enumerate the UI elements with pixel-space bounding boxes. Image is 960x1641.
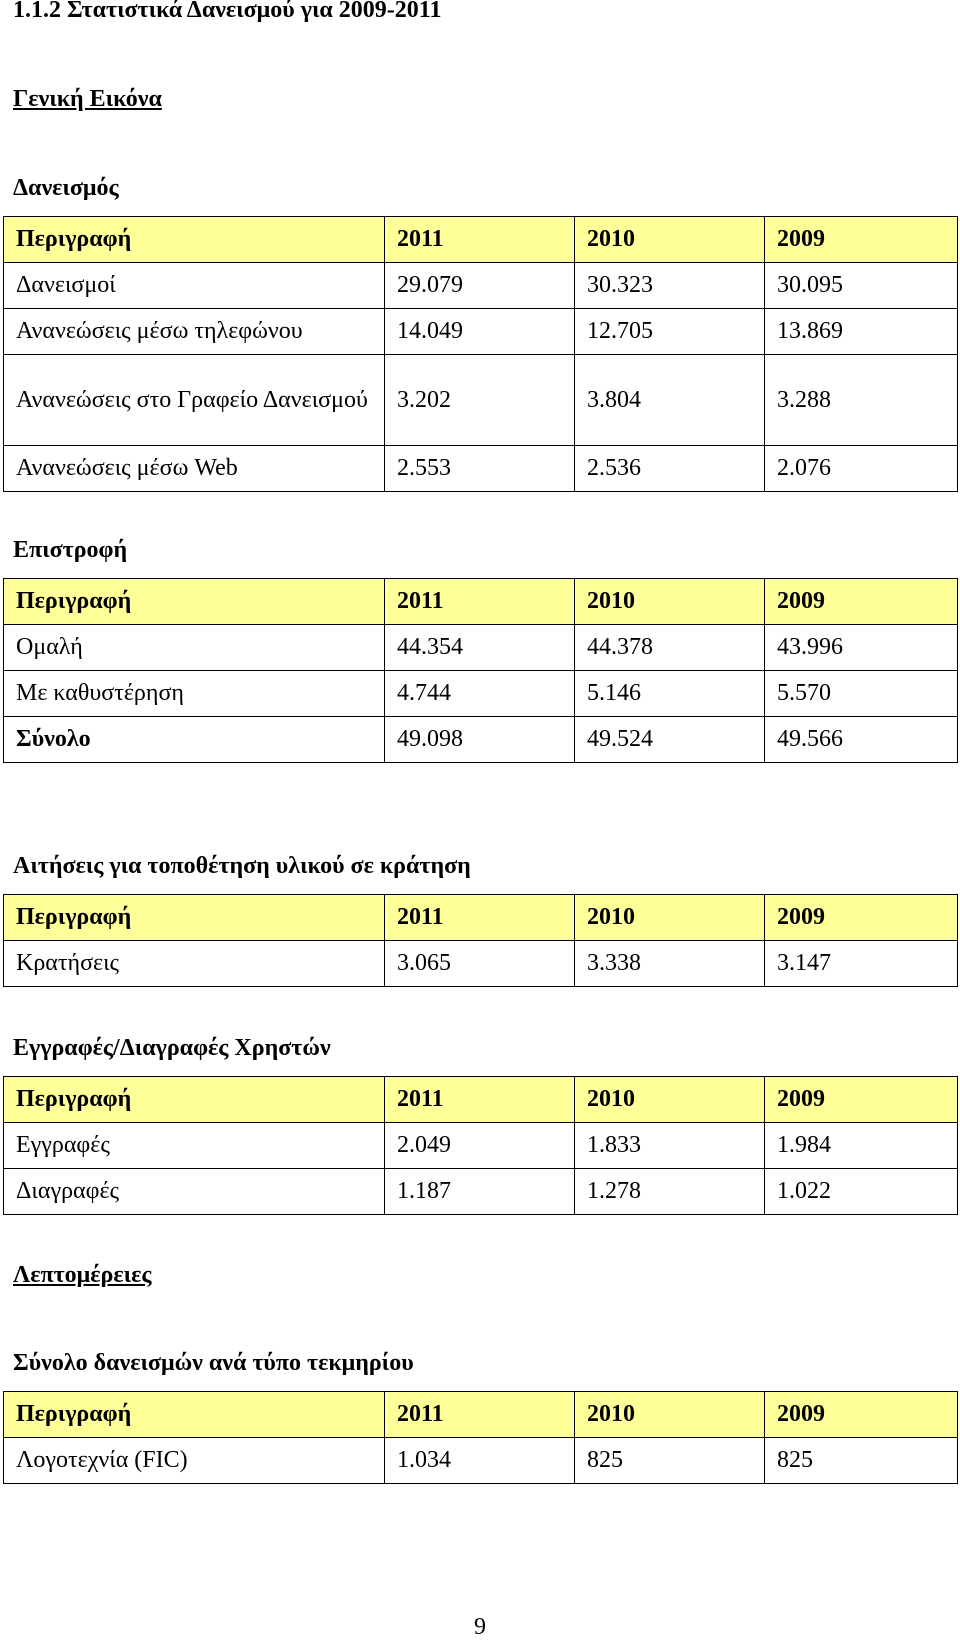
row-label: Με καθυστέρηση bbox=[3, 670, 385, 717]
cell-2009: 5.570 bbox=[764, 670, 958, 717]
header-cell-2010: 2010 bbox=[574, 894, 765, 941]
cell-2009: 13.869 bbox=[764, 308, 958, 355]
row-label: Κρατήσεις bbox=[3, 940, 385, 987]
cell-2009: 1.022 bbox=[764, 1168, 958, 1215]
header-cell-description: Περιγραφή bbox=[3, 894, 385, 941]
table-title-by-type: Σύνολο δανεισμών ανά τύπο τεκμηρίου bbox=[13, 1350, 414, 1376]
header-cell-description: Περιγραφή bbox=[3, 1076, 385, 1123]
returns-table: Περιγραφή 2011 2010 2009 Ομαλή 44.354 44… bbox=[3, 578, 958, 763]
header-cell-2010: 2010 bbox=[574, 216, 765, 263]
section-title-general: Γενική Εικόνα bbox=[13, 86, 162, 112]
cell-2010: 3.804 bbox=[574, 354, 765, 446]
header-cell-2011: 2011 bbox=[384, 1076, 575, 1123]
cell-2011: 29.079 bbox=[384, 262, 575, 309]
cell-2010: 2.536 bbox=[574, 445, 765, 492]
cell-2009: 1.984 bbox=[764, 1122, 958, 1169]
cell-2009: 3.288 bbox=[764, 354, 958, 446]
cell-2010: 30.323 bbox=[574, 262, 765, 309]
cell-2010: 1.833 bbox=[574, 1122, 765, 1169]
table-header-row: Περιγραφή 2011 2010 2009 bbox=[3, 894, 958, 941]
table-row-total: Σύνολο 49.098 49.524 49.566 bbox=[3, 716, 958, 763]
cell-2011: 1.034 bbox=[384, 1437, 575, 1484]
row-label: Ομαλή bbox=[3, 624, 385, 671]
row-label: Εγγραφές bbox=[3, 1122, 385, 1169]
cell-2010: 1.278 bbox=[574, 1168, 765, 1215]
cell-2010: 44.378 bbox=[574, 624, 765, 671]
table-row: Διαγραφές 1.187 1.278 1.022 bbox=[3, 1168, 958, 1215]
cell-2010: 825 bbox=[574, 1437, 765, 1484]
header-cell-2011: 2011 bbox=[384, 578, 575, 625]
header-cell-2011: 2011 bbox=[384, 894, 575, 941]
loans-table: Περιγραφή 2011 2010 2009 Δανεισμοί 29.07… bbox=[3, 216, 958, 492]
header-cell-description: Περιγραφή bbox=[3, 578, 385, 625]
cell-2011: 2.049 bbox=[384, 1122, 575, 1169]
row-label: Λογοτεχνία (FIC) bbox=[3, 1437, 385, 1484]
table-row: Κρατήσεις 3.065 3.338 3.147 bbox=[3, 940, 958, 987]
table-header-row: Περιγραφή 2011 2010 2009 bbox=[3, 216, 958, 263]
cell-2009: 3.147 bbox=[764, 940, 958, 987]
header-cell-2010: 2010 bbox=[574, 1076, 765, 1123]
cell-2010: 49.524 bbox=[574, 716, 765, 763]
cell-2009: 825 bbox=[764, 1437, 958, 1484]
table-row: Λογοτεχνία (FIC) 1.034 825 825 bbox=[3, 1437, 958, 1484]
users-table: Περιγραφή 2011 2010 2009 Εγγραφές 2.049 … bbox=[3, 1076, 958, 1215]
table-row: Ανανεώσεις στο Γραφείο Δανεισμού 3.202 3… bbox=[3, 354, 958, 446]
row-label: Ανανεώσεις μέσω τηλεφώνου bbox=[3, 308, 385, 355]
cell-2011: 14.049 bbox=[384, 308, 575, 355]
table-row: Ανανεώσεις μέσω τηλεφώνου 14.049 12.705 … bbox=[3, 308, 958, 355]
document-heading: 1.1.2 Στατιστικά Δανεισμού για 2009-2011 bbox=[13, 0, 442, 23]
table-row: Εγγραφές 2.049 1.833 1.984 bbox=[3, 1122, 958, 1169]
header-cell-2011: 2011 bbox=[384, 216, 575, 263]
table-header-row: Περιγραφή 2011 2010 2009 bbox=[3, 578, 958, 625]
header-cell-description: Περιγραφή bbox=[3, 216, 385, 263]
table-row: Ανανεώσεις μέσω Web 2.553 2.536 2.076 bbox=[3, 445, 958, 492]
table-header-row: Περιγραφή 2011 2010 2009 bbox=[3, 1391, 958, 1438]
cell-2011: 44.354 bbox=[384, 624, 575, 671]
cell-2010: 3.338 bbox=[574, 940, 765, 987]
header-cell-2011: 2011 bbox=[384, 1391, 575, 1438]
row-label: Σύνολο bbox=[3, 716, 385, 763]
table-title-reservations: Αιτήσεις για τοποθέτηση υλικού σε κράτησ… bbox=[13, 853, 471, 879]
header-cell-2009: 2009 bbox=[764, 1391, 958, 1438]
cell-2011: 3.202 bbox=[384, 354, 575, 446]
table-row: Δανεισμοί 29.079 30.323 30.095 bbox=[3, 262, 958, 309]
header-cell-description: Περιγραφή bbox=[3, 1391, 385, 1438]
header-cell-2009: 2009 bbox=[764, 1076, 958, 1123]
cell-2011: 2.553 bbox=[384, 445, 575, 492]
row-label: Ανανεώσεις μέσω Web bbox=[3, 445, 385, 492]
row-label: Διαγραφές bbox=[3, 1168, 385, 1215]
table-row: Με καθυστέρηση 4.744 5.146 5.570 bbox=[3, 670, 958, 717]
by-type-table: Περιγραφή 2011 2010 2009 Λογοτεχνία (FIC… bbox=[3, 1391, 958, 1484]
cell-2009: 43.996 bbox=[764, 624, 958, 671]
page-number: 9 bbox=[474, 1614, 486, 1640]
row-label: Δανεισμοί bbox=[3, 262, 385, 309]
table-title-users: Εγγραφές/Διαγραφές Χρηστών bbox=[13, 1035, 331, 1061]
table-title-loans: Δανεισμός bbox=[13, 175, 119, 201]
header-cell-2009: 2009 bbox=[764, 578, 958, 625]
cell-2009: 30.095 bbox=[764, 262, 958, 309]
table-row: Ομαλή 44.354 44.378 43.996 bbox=[3, 624, 958, 671]
header-cell-2009: 2009 bbox=[764, 894, 958, 941]
header-cell-2009: 2009 bbox=[764, 216, 958, 263]
cell-2010: 12.705 bbox=[574, 308, 765, 355]
table-title-returns: Επιστροφή bbox=[13, 537, 128, 563]
cell-2011: 3.065 bbox=[384, 940, 575, 987]
cell-2010: 5.146 bbox=[574, 670, 765, 717]
cell-2009: 2.076 bbox=[764, 445, 958, 492]
cell-2011: 49.098 bbox=[384, 716, 575, 763]
header-cell-2010: 2010 bbox=[574, 578, 765, 625]
cell-2009: 49.566 bbox=[764, 716, 958, 763]
cell-2011: 4.744 bbox=[384, 670, 575, 717]
header-cell-2010: 2010 bbox=[574, 1391, 765, 1438]
cell-2011: 1.187 bbox=[384, 1168, 575, 1215]
table-header-row: Περιγραφή 2011 2010 2009 bbox=[3, 1076, 958, 1123]
reservations-table: Περιγραφή 2011 2010 2009 Κρατήσεις 3.065… bbox=[3, 894, 958, 987]
row-label: Ανανεώσεις στο Γραφείο Δανεισμού bbox=[3, 354, 385, 446]
section-title-details: Λεπτομέρειες bbox=[13, 1262, 152, 1288]
